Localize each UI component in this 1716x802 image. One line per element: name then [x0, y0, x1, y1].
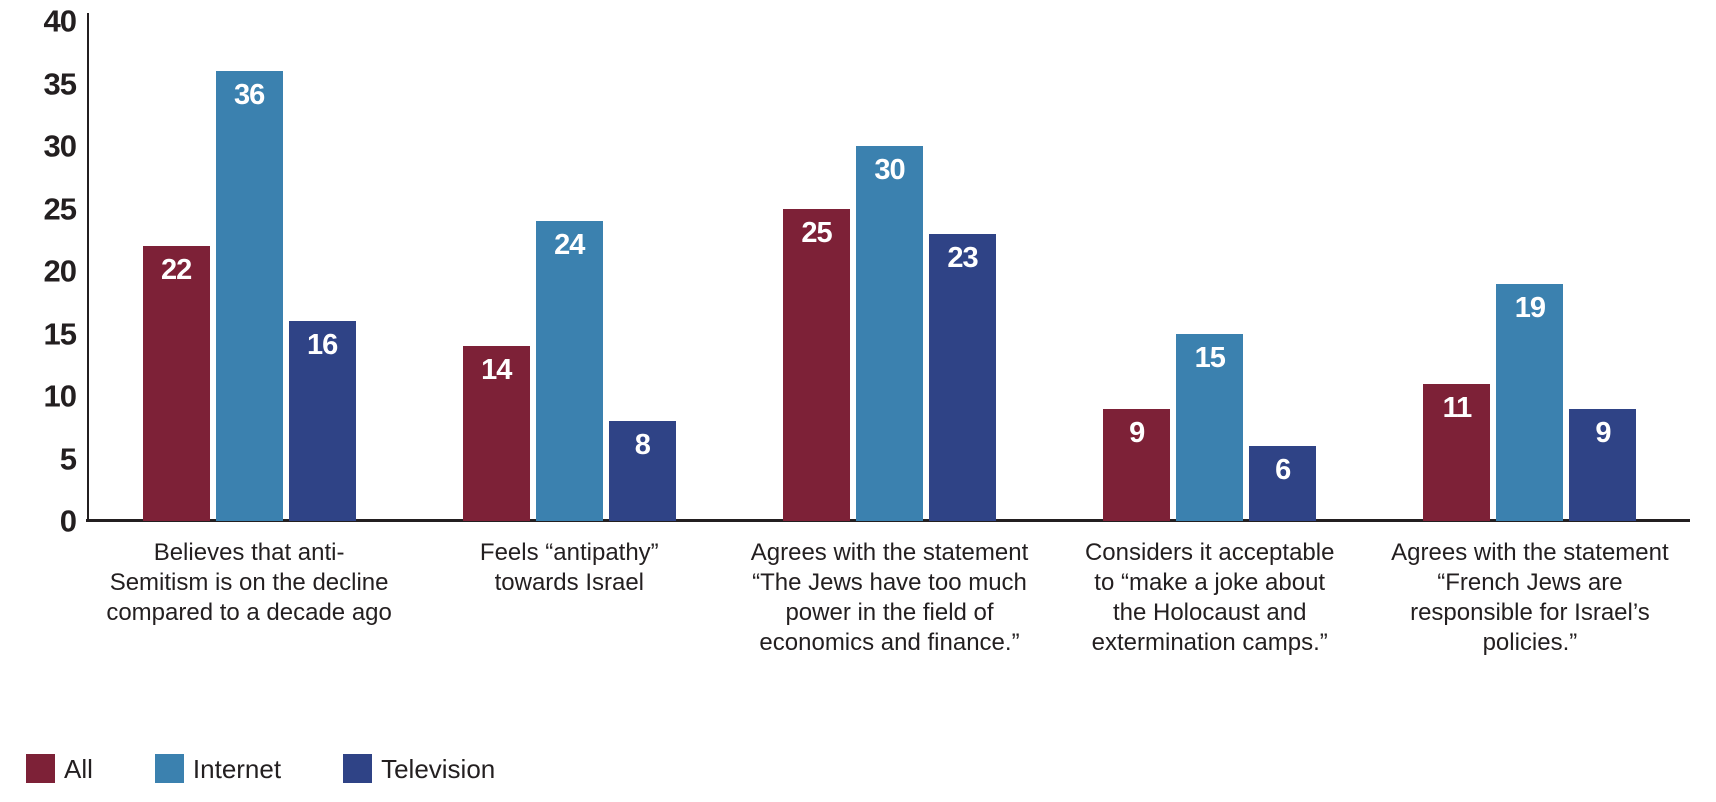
- legend-label: Internet: [192, 753, 282, 784]
- bar-value-label: 6: [1275, 454, 1291, 486]
- bar-value-label: 36: [233, 79, 265, 111]
- bar-television: 23: [929, 233, 996, 521]
- bar-value-label: 9: [1129, 416, 1145, 449]
- y-tick-label: 35: [43, 66, 77, 101]
- bar-internet: 30: [856, 146, 923, 521]
- y-tick-label: 30: [43, 128, 77, 164]
- plot-area: 22 36 16 14 24 8 25 30 23 9 15 6 11 19 9: [89, 21, 1690, 521]
- bar-value-label: 9: [1595, 416, 1611, 449]
- bar-internet: 19: [1496, 283, 1564, 521]
- legend-swatch-icon: [154, 754, 184, 783]
- legend-label: Television: [381, 753, 496, 784]
- legend: All Internet Television: [26, 754, 495, 783]
- y-tick-label: 0: [59, 503, 77, 539]
- bar-television: 6: [1249, 446, 1317, 521]
- bar-value-label: 15: [1194, 341, 1226, 374]
- bar-value-label: 14: [481, 354, 512, 386]
- bar-group: 25 30 23: [729, 21, 1049, 521]
- category-label: Agrees with the statement “French Jews a…: [1391, 539, 1669, 656]
- y-axis-tick-labels: 0 5 10 15 20 25 30 35 40: [0, 6, 78, 537]
- bar-group: 22 36 16: [89, 21, 409, 521]
- legend-label: All: [64, 753, 93, 784]
- y-tick-label: 15: [43, 316, 77, 351]
- y-tick-label: 20: [43, 253, 77, 289]
- y-tick-label: 5: [59, 441, 77, 476]
- bar-value-label: 11: [1442, 391, 1473, 424]
- legend-swatch-icon: [26, 754, 55, 783]
- y-tick-label: 25: [43, 191, 77, 226]
- bar-group: 9 15 6: [1050, 21, 1370, 521]
- bar-value-label: 19: [1514, 291, 1546, 324]
- y-tick-label: 10: [43, 378, 77, 414]
- category-label: Agrees with the statement “The Jews have…: [750, 539, 1029, 656]
- bar-value-label: 24: [554, 229, 585, 261]
- bar-television: 8: [608, 421, 676, 521]
- y-axis-line: [87, 13, 89, 521]
- legend-item-all: All: [26, 754, 93, 783]
- bar-internet: 15: [1176, 333, 1244, 521]
- category-label: Believes that anti- Semitism is on the d…: [106, 539, 392, 626]
- bar-internet: 24: [535, 221, 603, 521]
- bar-value-label: 16: [306, 329, 338, 361]
- category-label: Considers it acceptable to “make a joke …: [1084, 539, 1335, 656]
- category-labels: Believes that anti- Semitism is on the d…: [89, 538, 1690, 658]
- legend-swatch-icon: [343, 754, 373, 783]
- legend-item-television: Television: [343, 754, 495, 783]
- bar-television: 16: [288, 321, 356, 521]
- bar-value-label: 23: [947, 241, 978, 274]
- bar-value-label: 22: [160, 254, 192, 286]
- bar-television: 9: [1569, 408, 1637, 521]
- bar-all: 9: [1103, 408, 1171, 521]
- bar-all: 14: [462, 346, 530, 521]
- bar-group: 11 19 9: [1370, 21, 1690, 521]
- bar-value-label: 30: [874, 154, 905, 186]
- bar-internet: 36: [215, 71, 283, 521]
- y-tick-label: 40: [43, 3, 77, 39]
- category-label: Feels “antipathy” towards Israel: [479, 539, 659, 596]
- bar-all: 25: [783, 208, 850, 521]
- bar-all: 22: [142, 246, 210, 521]
- bar-all: 11: [1423, 383, 1491, 521]
- legend-item-internet: Internet: [154, 753, 282, 784]
- bar-value-label: 25: [801, 216, 832, 249]
- bar-value-label: 8: [634, 429, 651, 461]
- bar-group: 14 24 8: [409, 21, 729, 521]
